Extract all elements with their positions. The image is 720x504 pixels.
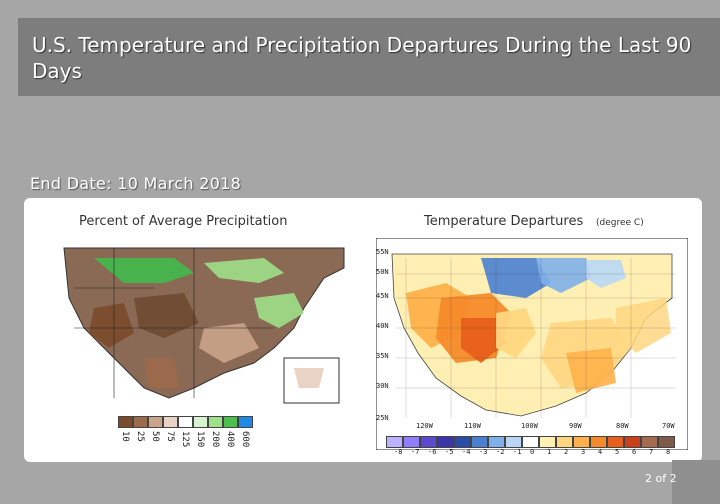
temp-legend-tick: -8 [394,448,403,456]
temp-legend-tick: -7 [411,448,420,456]
precip-map [54,238,354,413]
temp-legend-swatch [539,436,556,448]
temp-legend-swatch [505,436,522,448]
temp-lat-label: 55N [376,248,389,256]
temp-legend-swatch [471,436,488,448]
temp-legend-swatch [658,436,675,448]
bottom-corner-block [672,460,720,504]
page-number: 2 of 2 [645,472,677,485]
temp-legend-tick: 8 [666,448,671,456]
end-date-label: End Date: 10 March 2018 [30,174,242,193]
precip-legend-tick: 10 [120,431,130,442]
temp-legend-swatch [590,436,607,448]
temp-legend-swatch [624,436,641,448]
temp-legend-tick: 4 [598,448,603,456]
temp-legend-swatch [641,436,658,448]
temp-legend-tick: 5 [615,448,620,456]
temp-legend-tick: 0 [530,448,535,456]
precip-legend-swatch [133,416,148,428]
temp-lat-label: 45N [376,292,389,300]
temp-lon-label: 120W [416,422,434,430]
temp-legend-swatch [522,436,539,448]
temp-legend-tick: 2 [564,448,569,456]
temp-lat-label: 35N [376,352,389,360]
precip-legend-tick: 25 [135,431,145,442]
temp-legend-tick: 6 [632,448,637,456]
temp-legend [386,436,675,448]
precip-legend-swatch [163,416,178,428]
temp-lon-label: 80W [616,422,629,430]
precip-legend [118,416,253,428]
temp-legend-swatch [420,436,437,448]
precip-legend-tick: 75 [165,431,175,442]
temp-lat-label: 25N [376,414,389,422]
precip-legend-swatch [208,416,223,428]
temp-lon-label: 90W [569,422,582,430]
temp-map-title: Temperature Departures [424,214,584,229]
temp-legend-swatch [403,436,420,448]
temp-lat-label: 50N [376,268,389,276]
temp-lat-label: 40N [376,322,389,330]
precip-legend-tick: 400 [225,431,235,448]
precip-legend-tick: 50 [150,431,160,442]
temp-legend-tick: 1 [547,448,552,456]
temp-legend-tick: -4 [462,448,471,456]
temp-legend-swatch [437,436,454,448]
temp-legend-swatch [386,436,403,448]
temp-legend-tick: -5 [445,448,454,456]
temp-legend-tick: -1 [513,448,522,456]
temp-legend-tick: 3 [581,448,586,456]
temp-lon-label: 110W [464,422,482,430]
precip-legend-tick: 600 [240,431,250,448]
temp-map: 55N 50N 45N 40N 35N 30N 25N 120W 110W 10… [376,238,688,450]
precip-legend-tick: 125 [180,431,190,448]
temp-lon-label: 100W [521,422,539,430]
temp-legend-tick: 7 [649,448,654,456]
temp-legend-tick: -2 [496,448,505,456]
precip-legend-swatch [193,416,208,428]
precip-legend-tick: 150 [195,431,205,448]
maps-panel: Percent of Average Precipitation Tempera… [24,198,702,462]
temp-legend-swatch [488,436,505,448]
precip-legend-tick: 200 [210,431,220,448]
temp-unit-label: (degree C) [596,218,644,228]
slide-title: U.S. Temperature and Precipitation Depar… [32,33,692,83]
temp-legend-swatch [454,436,471,448]
temp-legend-swatch [556,436,573,448]
temp-lon-label: 70W [662,422,675,430]
precip-legend-swatch [148,416,163,428]
temp-legend-swatch [607,436,624,448]
precip-map-title: Percent of Average Precipitation [79,214,288,229]
precip-legend-swatch [238,416,253,428]
temp-legend-ticks: -8 -7 -6 -5 -4 -3 -2 -1 0 1 2 3 4 5 6 7 … [384,448,684,458]
precip-legend-swatch [118,416,133,428]
temp-legend-tick: -3 [479,448,488,456]
temp-legend-tick: -6 [428,448,437,456]
temp-lat-label: 30N [376,382,389,390]
title-bar: U.S. Temperature and Precipitation Depar… [18,18,720,96]
precip-legend-ticks: 10 25 50 75 125 150 200 400 600 [120,431,260,457]
precip-legend-swatch [223,416,238,428]
temp-legend-swatch [573,436,590,448]
precip-legend-swatch [178,416,193,428]
